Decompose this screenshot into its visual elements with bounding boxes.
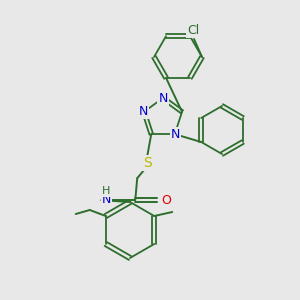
- Text: O: O: [161, 194, 171, 207]
- Text: Cl: Cl: [187, 23, 199, 37]
- Text: N: N: [171, 128, 180, 141]
- Text: H: H: [102, 186, 110, 196]
- Text: S: S: [143, 156, 152, 170]
- Text: N: N: [158, 92, 168, 104]
- Text: N: N: [138, 105, 148, 118]
- Text: N: N: [102, 193, 111, 206]
